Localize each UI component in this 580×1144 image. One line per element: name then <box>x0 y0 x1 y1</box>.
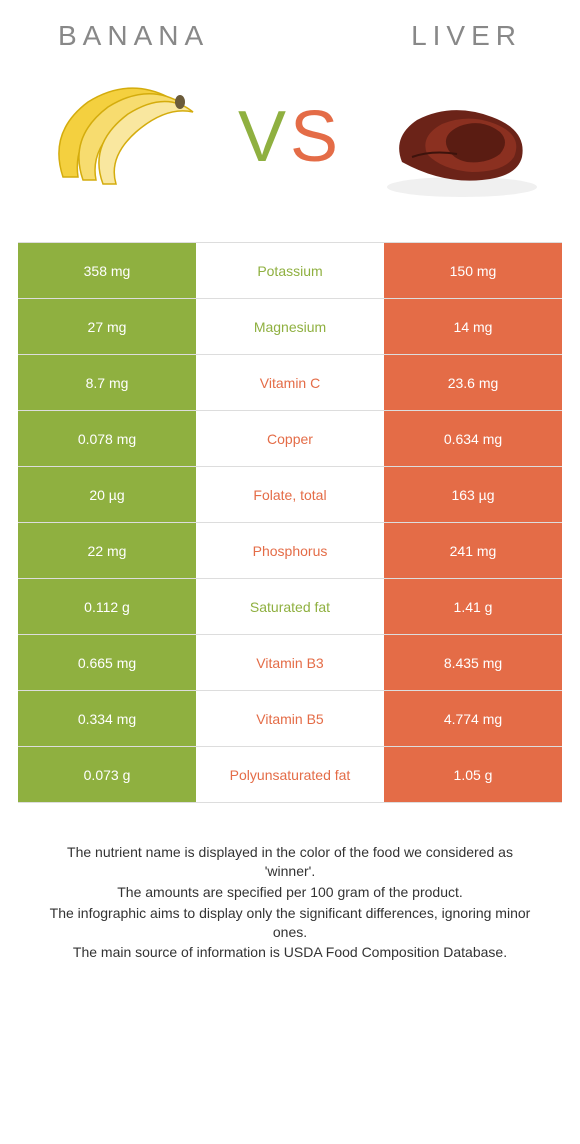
table-row: 22 mgPhosphorus241 mg <box>18 523 562 579</box>
nutrient-label: Phosphorus <box>196 523 384 578</box>
table-row: 0.112 gSaturated fat1.41 g <box>18 579 562 635</box>
footer-line-1: The nutrient name is displayed in the co… <box>48 843 532 881</box>
left-value: 0.665 mg <box>18 635 196 690</box>
nutrient-label: Polyunsaturated fat <box>196 747 384 802</box>
hero-row: VS <box>18 62 562 212</box>
right-value: 1.41 g <box>384 579 562 634</box>
right-value: 0.634 mg <box>384 411 562 466</box>
left-value: 20 µg <box>18 467 196 522</box>
vs-s: S <box>290 97 342 177</box>
table-row: 0.073 gPolyunsaturated fat1.05 g <box>18 747 562 803</box>
footer-line-2: The amounts are specified per 100 gram o… <box>48 883 532 902</box>
footer-notes: The nutrient name is displayed in the co… <box>18 843 562 962</box>
nutrient-label: Vitamin B3 <box>196 635 384 690</box>
nutrient-table: 358 mgPotassium150 mg27 mgMagnesium14 mg… <box>18 242 562 803</box>
vs-label: VS <box>238 96 342 178</box>
right-value: 14 mg <box>384 299 562 354</box>
table-row: 0.665 mgVitamin B38.435 mg <box>18 635 562 691</box>
banana-image <box>28 62 208 212</box>
left-value: 0.112 g <box>18 579 196 634</box>
header: BANANA LIVER <box>18 20 562 52</box>
table-row: 0.334 mgVitamin B54.774 mg <box>18 691 562 747</box>
nutrient-label: Folate, total <box>196 467 384 522</box>
left-value: 27 mg <box>18 299 196 354</box>
nutrient-label: Potassium <box>196 243 384 298</box>
left-value: 358 mg <box>18 243 196 298</box>
nutrient-label: Copper <box>196 411 384 466</box>
nutrient-label: Magnesium <box>196 299 384 354</box>
right-value: 8.435 mg <box>384 635 562 690</box>
left-food-title: BANANA <box>58 20 209 52</box>
vs-v: V <box>238 97 290 177</box>
footer-line-4: The main source of information is USDA F… <box>48 943 532 962</box>
left-value: 22 mg <box>18 523 196 578</box>
left-value: 8.7 mg <box>18 355 196 410</box>
left-value: 0.073 g <box>18 747 196 802</box>
right-value: 4.774 mg <box>384 691 562 746</box>
nutrient-label: Vitamin B5 <box>196 691 384 746</box>
right-value: 150 mg <box>384 243 562 298</box>
right-value: 23.6 mg <box>384 355 562 410</box>
table-row: 358 mgPotassium150 mg <box>18 243 562 299</box>
right-food-title: LIVER <box>411 20 522 52</box>
nutrient-label: Saturated fat <box>196 579 384 634</box>
table-row: 0.078 mgCopper0.634 mg <box>18 411 562 467</box>
table-row: 27 mgMagnesium14 mg <box>18 299 562 355</box>
right-value: 163 µg <box>384 467 562 522</box>
left-value: 0.078 mg <box>18 411 196 466</box>
left-value: 0.334 mg <box>18 691 196 746</box>
footer-line-3: The infographic aims to display only the… <box>48 904 532 942</box>
right-value: 241 mg <box>384 523 562 578</box>
table-row: 8.7 mgVitamin C23.6 mg <box>18 355 562 411</box>
liver-image <box>372 62 552 212</box>
table-row: 20 µgFolate, total163 µg <box>18 467 562 523</box>
nutrient-label: Vitamin C <box>196 355 384 410</box>
right-value: 1.05 g <box>384 747 562 802</box>
